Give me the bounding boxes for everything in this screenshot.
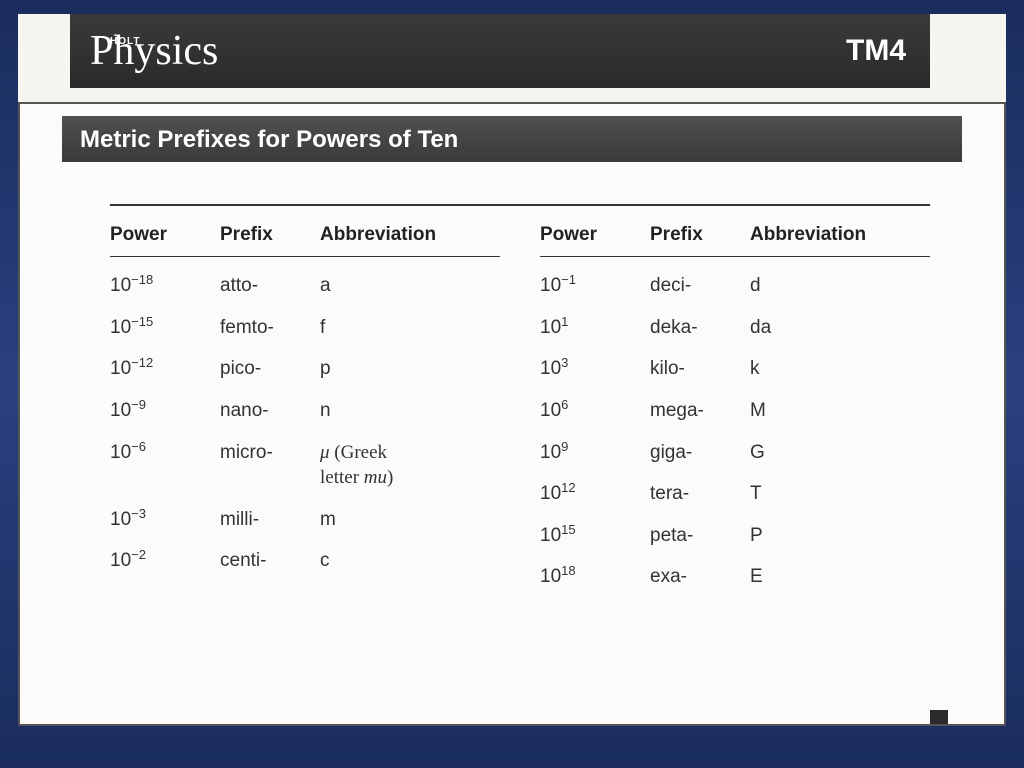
cell-abbrev: T (750, 481, 930, 507)
cell-abbrev: G (750, 440, 930, 466)
brand-logo: HOLT Physics (90, 30, 218, 72)
cell-abbrev: E (750, 564, 930, 590)
table-row: 109giga-G (540, 440, 930, 466)
col-header-power: Power (110, 224, 220, 246)
cell-abbrev: c (320, 548, 500, 574)
table-row: 10−2centi-c (110, 548, 500, 574)
table-row: 1015peta-P (540, 523, 930, 549)
right-column-header: Power Prefix Abbreviation (540, 224, 930, 257)
cell-prefix: micro- (220, 440, 320, 466)
cell-power: 1018 (540, 564, 650, 590)
top-rule (110, 204, 930, 206)
col-header-prefix: Prefix (650, 224, 750, 246)
cell-prefix: deka- (650, 315, 750, 341)
cell-power: 10−2 (110, 548, 220, 574)
table-row: 101deka-da (540, 315, 930, 341)
cell-abbrev: a (320, 273, 500, 299)
cell-power: 10−9 (110, 398, 220, 424)
table-wrap: Power Prefix Abbreviation 10−18atto-a10−… (110, 204, 930, 606)
cell-abbrev: P (750, 523, 930, 549)
cell-prefix: mega- (650, 398, 750, 424)
cell-prefix: peta- (650, 523, 750, 549)
table-row: 106mega-M (540, 398, 930, 424)
cell-power: 10−18 (110, 273, 220, 299)
col-header-abbrev: Abbreviation (750, 224, 930, 246)
cell-abbrev: d (750, 273, 930, 299)
table-row: 1018exa-E (540, 564, 930, 590)
cell-prefix: atto- (220, 273, 320, 299)
cell-power: 10−3 (110, 507, 220, 533)
cell-power: 103 (540, 356, 650, 382)
table-row: 10−18atto-a (110, 273, 500, 299)
cell-power: 10−6 (110, 440, 220, 466)
cell-prefix: tera- (650, 481, 750, 507)
cell-power: 10−15 (110, 315, 220, 341)
cell-power: 10−1 (540, 273, 650, 299)
table-row: 10−15femto-f (110, 315, 500, 341)
cell-prefix: deci- (650, 273, 750, 299)
cell-power: 101 (540, 315, 650, 341)
cell-prefix: femto- (220, 315, 320, 341)
cell-prefix: milli- (220, 507, 320, 533)
table-row: 103kilo-k (540, 356, 930, 382)
brand-small: HOLT (110, 36, 140, 47)
cell-prefix: centi- (220, 548, 320, 574)
cell-prefix: nano- (220, 398, 320, 424)
cell-abbrev: p (320, 356, 500, 382)
corner-decor (930, 710, 948, 724)
table-row: 10−3milli-m (110, 507, 500, 533)
cell-power: 10−12 (110, 356, 220, 382)
content-box: Metric Prefixes for Powers of Ten Power … (18, 102, 1006, 726)
cell-prefix: exa- (650, 564, 750, 590)
table-row: 10−1deci-d (540, 273, 930, 299)
table-columns: Power Prefix Abbreviation 10−18atto-a10−… (110, 224, 930, 606)
page: HOLT Physics TM4 Metric Prefixes for Pow… (18, 14, 1006, 726)
tm-code: TM4 (846, 34, 906, 68)
cell-abbrev: da (750, 315, 930, 341)
right-column: Power Prefix Abbreviation 10−1deci-d101d… (540, 224, 930, 606)
col-header-prefix: Prefix (220, 224, 320, 246)
cell-abbrev: f (320, 315, 500, 341)
table-row: 10−12pico-p (110, 356, 500, 382)
table-row: 10−9nano-n (110, 398, 500, 424)
cell-prefix: giga- (650, 440, 750, 466)
col-header-abbrev: Abbreviation (320, 224, 500, 246)
cell-power: 109 (540, 440, 650, 466)
table-row: 10−6micro-μ (Greekletter mu) (110, 440, 500, 491)
cell-prefix: pico- (220, 356, 320, 382)
cell-abbrev: k (750, 356, 930, 382)
left-column: Power Prefix Abbreviation 10−18atto-a10−… (110, 224, 500, 606)
title-bar: Metric Prefixes for Powers of Ten (62, 116, 962, 162)
cell-power: 106 (540, 398, 650, 424)
cell-abbrev: n (320, 398, 500, 424)
cell-abbrev: M (750, 398, 930, 424)
cell-power: 1015 (540, 523, 650, 549)
cell-abbrev: m (320, 507, 500, 533)
table-row: 1012tera-T (540, 481, 930, 507)
cell-prefix: kilo- (650, 356, 750, 382)
col-header-power: Power (540, 224, 650, 246)
cell-power: 1012 (540, 481, 650, 507)
left-column-header: Power Prefix Abbreviation (110, 224, 500, 257)
header-bar: HOLT Physics TM4 (70, 14, 930, 88)
cell-abbrev: μ (Greekletter mu) (320, 440, 500, 491)
